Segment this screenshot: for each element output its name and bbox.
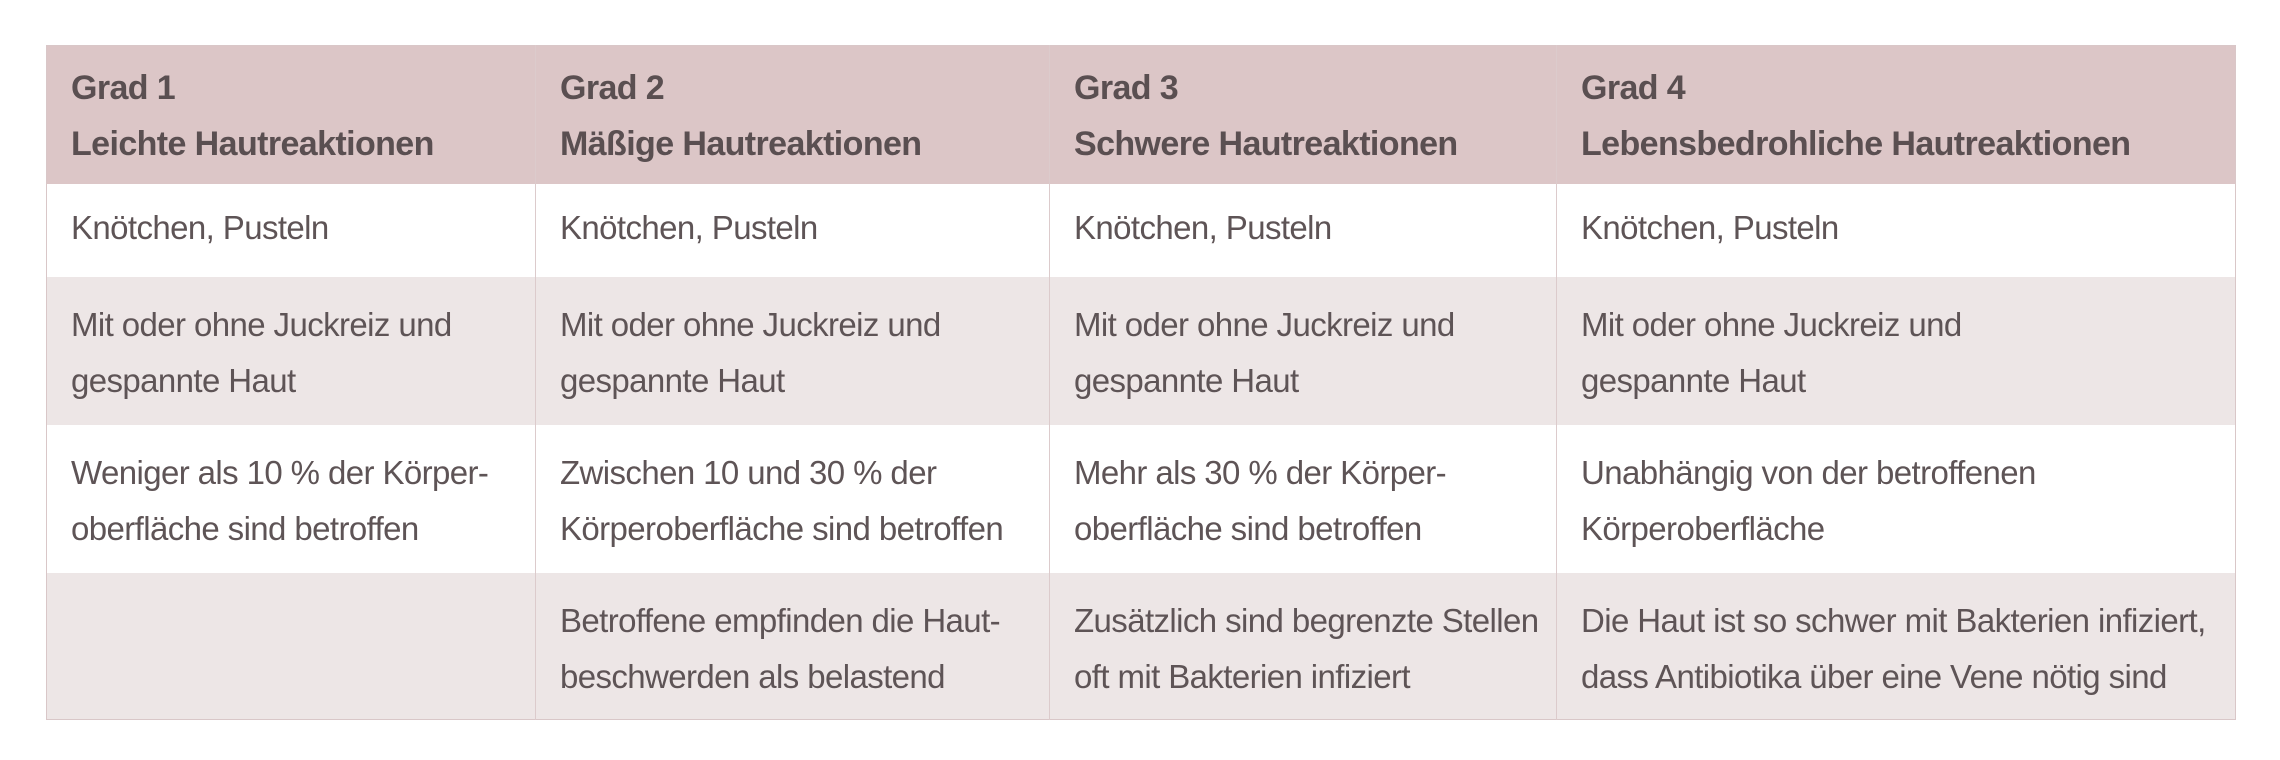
- table-cell: Mit oder ohne Juckreiz und gespannte Hau…: [535, 276, 1050, 425]
- cell-text: Knötchen, Pusteln: [71, 208, 329, 246]
- table-cell: Mehr als 30 % der Körper- oberfläche sin…: [1049, 424, 1557, 573]
- header-grade-2: Grad 2 Mäßige Hautreaktionen: [535, 45, 1050, 184]
- table-cell: Mit oder ohne Juckreiz und gespannte Hau…: [1556, 276, 2236, 425]
- header-grade-label: Grad 1: [71, 69, 176, 107]
- header-grade-3: Grad 3 Schwere Hautreaktionen: [1049, 45, 1557, 184]
- cell-text: Mehr als 30 % der Körper-: [1074, 453, 1447, 491]
- cell-text: Mit oder ohne Juckreiz und: [1074, 305, 1455, 343]
- header-grade-label: Grad 4: [1581, 69, 1686, 107]
- header-grade-title: Mäßige Hautreaktionen: [560, 125, 922, 163]
- table-header-row: Grad 1 Leichte Hautreaktionen Grad 2 Mäß…: [46, 45, 2236, 184]
- table-cell-empty: [47, 573, 536, 720]
- cell-text: Unabhängig von der betroffenen: [1581, 453, 2036, 491]
- cell-text: gespannte Haut: [71, 361, 296, 399]
- cell-text: Knötchen, Pusteln: [1581, 208, 1839, 246]
- cell-text: Zwischen 10 und 30 % der: [560, 453, 937, 491]
- header-grade-title: Schwere Hautreaktionen: [1074, 125, 1458, 163]
- table-cell: Zusätzlich sind begrenzte Stellen oft mi…: [1049, 572, 1557, 720]
- header-grade-label: Grad 2: [560, 69, 665, 107]
- cell-text: gespannte Haut: [1074, 361, 1299, 399]
- cell-text: Knötchen, Pusteln: [1074, 208, 1332, 246]
- table-cell: Knötchen, Pusteln: [535, 183, 1050, 277]
- cell-text: Mit oder ohne Juckreiz und: [1581, 305, 1962, 343]
- cell-text: oberfläche sind betroffen: [71, 509, 419, 547]
- table-row: Weniger als 10 % der Körper- oberfläche …: [46, 424, 2236, 573]
- table-row: Betroffene empfinden die Haut- beschwerd…: [46, 572, 2236, 720]
- cell-text: oberfläche sind betroffen: [1074, 509, 1422, 547]
- cell-text: Körperoberfläche sind betroffen: [560, 509, 1004, 547]
- table-cell: Zwischen 10 und 30 % der Körperoberfläch…: [535, 424, 1050, 573]
- cell-text: gespannte Haut: [1581, 361, 1806, 399]
- table-cell: Knötchen, Pusteln: [47, 184, 536, 277]
- cell-text: Mit oder ohne Juckreiz und: [71, 305, 452, 343]
- table-row: Mit oder ohne Juckreiz und gespannte Hau…: [46, 276, 2236, 425]
- table-cell: Knötchen, Pusteln: [1556, 183, 2236, 277]
- table-cell: Die Haut ist so schwer mit Bakterien inf…: [1556, 572, 2236, 720]
- cell-text: oft mit Bakterien infiziert: [1074, 657, 1411, 695]
- cell-text: gespannte Haut: [560, 361, 785, 399]
- table-cell: Betroffene empfinden die Haut- beschwerd…: [535, 572, 1050, 720]
- cell-text: Weniger als 10 % der Körper-: [71, 453, 489, 491]
- cell-text: Körperoberfläche: [1581, 509, 1825, 547]
- table-cell: Weniger als 10 % der Körper- oberfläche …: [47, 425, 536, 573]
- table-cell: Mit oder ohne Juckreiz und gespannte Hau…: [1049, 276, 1557, 425]
- header-grade-4: Grad 4 Lebensbedrohliche Hautreaktionen: [1556, 45, 2236, 184]
- header-grade-title: Lebensbedrohliche Hautreaktionen: [1581, 125, 2131, 163]
- cell-text: Die Haut ist so schwer mit Bakterien inf…: [1581, 601, 2206, 639]
- cell-text: Knötchen, Pusteln: [560, 208, 818, 246]
- table-row: Knötchen, Pusteln Knötchen, Pusteln Knöt…: [46, 183, 2236, 277]
- cell-text: Zusätzlich sind begrenzte Stellen: [1074, 601, 1539, 639]
- header-grade-1: Grad 1 Leichte Hautreaktionen: [47, 46, 536, 184]
- table-cell: Mit oder ohne Juckreiz und gespannte Hau…: [47, 277, 536, 425]
- cell-text: Mit oder ohne Juckreiz und: [560, 305, 941, 343]
- header-grade-label: Grad 3: [1074, 69, 1179, 107]
- cell-text: dass Antibiotika über eine Vene nötig si…: [1581, 657, 2167, 695]
- table-cell: Unabhängig von der betroffenen Körperobe…: [1556, 424, 2236, 573]
- skin-reaction-grade-table: Grad 1 Leichte Hautreaktionen Grad 2 Mäß…: [46, 45, 2236, 720]
- cell-text: beschwerden als belastend: [560, 657, 946, 695]
- table-cell: Knötchen, Pusteln: [1049, 183, 1557, 277]
- cell-text: Betroffene empfinden die Haut-: [560, 601, 1001, 639]
- header-grade-title: Leichte Hautreaktionen: [71, 125, 434, 163]
